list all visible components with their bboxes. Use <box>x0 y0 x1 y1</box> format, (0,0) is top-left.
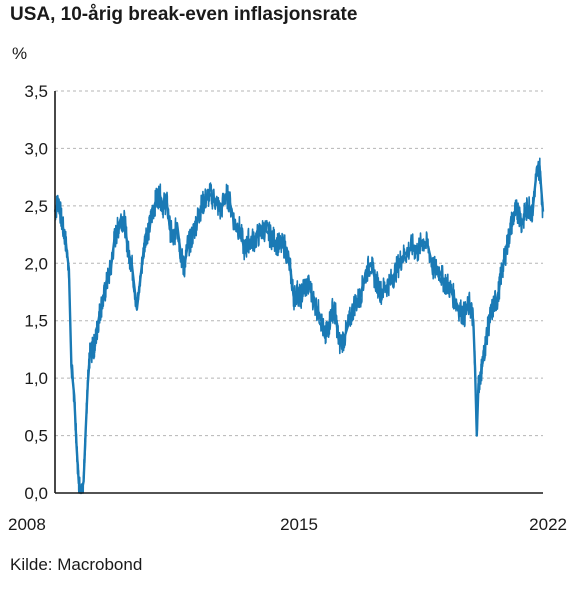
x-tick-label: 2008 <box>8 515 46 534</box>
chart-title: USA, 10-årig break-even inflasjonsrate <box>10 4 358 25</box>
y-tick-label: 0,5 <box>24 427 48 446</box>
y-tick-label: 3,0 <box>24 139 48 158</box>
x-tick-labels: 2008 2015 2022 <box>8 515 567 534</box>
y-tick-label: 2,0 <box>24 254 48 273</box>
y-tick-label: 2,5 <box>24 197 48 216</box>
y-axis-unit-label: % <box>12 44 28 63</box>
y-tick-label: 3,5 <box>24 82 48 101</box>
series-line <box>53 164 545 495</box>
series-line-texture <box>54 157 544 494</box>
x-tick-label: 2015 <box>280 515 318 534</box>
y-tick-label: 1,5 <box>24 312 48 331</box>
x-tick-label: 2022 <box>529 515 567 534</box>
y-tick-labels: 0,0 0,5 1,0 1,5 2,0 2,5 3,0 3,5 <box>24 82 48 503</box>
source-note: Kilde: Macrobond <box>10 555 143 574</box>
y-tick-label: 1,0 <box>24 369 48 388</box>
y-tick-label: 0,0 <box>24 484 48 503</box>
series-lines <box>53 157 545 495</box>
